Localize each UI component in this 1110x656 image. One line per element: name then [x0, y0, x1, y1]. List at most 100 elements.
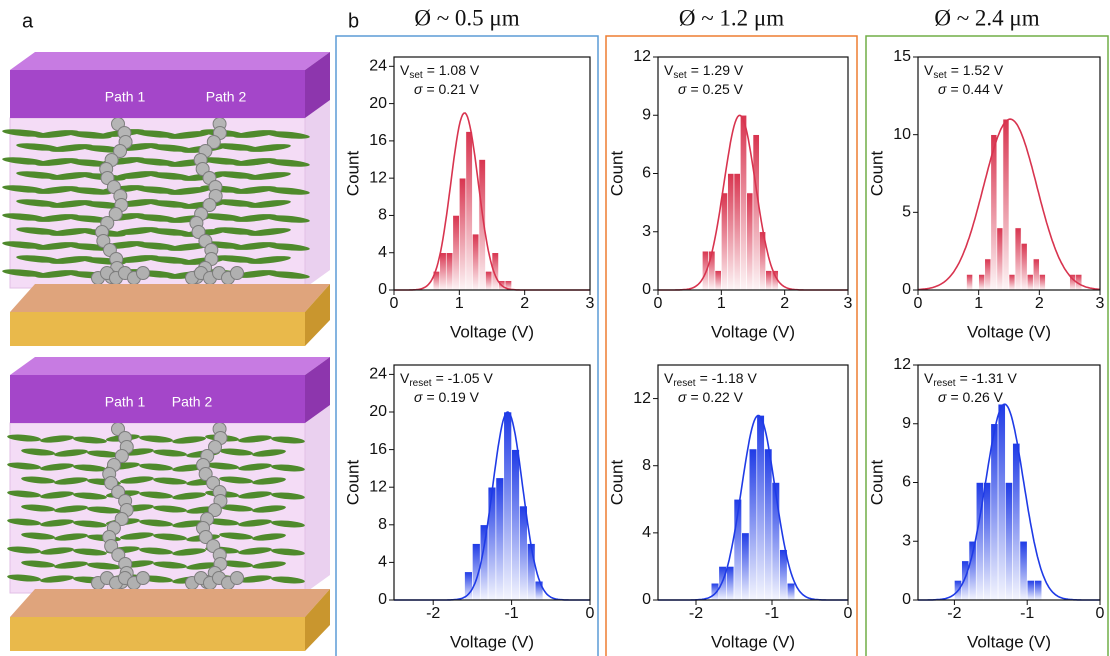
plot-frame: [393, 364, 591, 601]
plot-frame: [657, 364, 849, 601]
leaf: [233, 186, 277, 194]
nanoparticle: [136, 266, 150, 280]
bottom-electrode-front: [10, 312, 305, 346]
histogram-bar: [1020, 243, 1028, 291]
histogram-bar: [452, 215, 460, 291]
top-electrode-side: [305, 357, 330, 423]
histogram-bar: [961, 560, 970, 601]
histogram-bar: [748, 448, 758, 601]
x-tick-label: -2: [689, 605, 703, 622]
leaf: [233, 270, 277, 278]
histogram-bar: [752, 134, 760, 291]
x-axis-label: Voltage (V): [711, 632, 795, 651]
y-tick-label: 12: [893, 356, 911, 373]
bottom-electrode-side: [305, 284, 330, 346]
histogram-bar: [459, 177, 467, 291]
bottom-electrode-top: [10, 589, 330, 617]
sigma-text: = 0.19 V: [426, 389, 479, 405]
histogram-bar: [1039, 274, 1046, 291]
body-side: [305, 100, 330, 288]
leaf: [2, 269, 47, 277]
histogram-bar: [487, 486, 497, 601]
sigma-annotation: σ = 0.21 V: [414, 81, 480, 97]
histogram-bar: [996, 227, 1004, 291]
histogram-bar: [1019, 540, 1028, 601]
sigma-text: = 0.25 V: [690, 81, 743, 97]
leaf: [134, 214, 178, 222]
annotation-symbol: V: [400, 62, 410, 78]
top-electrode-side: [305, 52, 330, 118]
x-tick-label: 2: [1035, 295, 1044, 312]
annotation-symbol: V: [924, 62, 934, 78]
histogram-bar: [764, 448, 773, 601]
leaf: [153, 533, 187, 541]
leaf: [200, 157, 245, 165]
leaf: [238, 519, 272, 527]
gaussian-fit: [917, 118, 1101, 291]
leaf: [247, 228, 291, 236]
annotation-symbol: V: [664, 370, 674, 386]
leaf: [214, 255, 259, 263]
histogram-bar: [445, 252, 454, 291]
leaf: [219, 532, 254, 540]
nanoparticle: [202, 198, 217, 212]
histogram-bar: [726, 566, 735, 601]
annotation: Vset = 1.29 V: [664, 62, 744, 81]
leaf: [205, 462, 240, 470]
y-tick-label: 16: [369, 132, 387, 149]
y-axis-label: Count: [343, 151, 362, 197]
y-tick-label: 8: [642, 457, 651, 474]
leaf: [153, 477, 187, 485]
leaf: [115, 171, 159, 179]
path-label: Path 1: [105, 394, 146, 410]
histogram-bar: [503, 411, 512, 601]
leaf: [7, 434, 42, 442]
annotation: Vset = 1.52 V: [924, 62, 1004, 81]
y-axis-label: Count: [867, 151, 886, 197]
y-tick-label: 0: [642, 591, 651, 608]
y-tick-label: 4: [378, 554, 387, 571]
histogram-bar: [983, 482, 992, 601]
x-axis-label: Voltage (V): [450, 632, 534, 651]
sigma-symbol: σ: [414, 389, 423, 405]
leaf: [49, 172, 93, 180]
leaf: [7, 546, 42, 554]
histogram-bar: [786, 582, 796, 601]
leaf: [40, 575, 74, 583]
leaf: [270, 492, 305, 500]
gaussian-fit: [394, 112, 590, 291]
leaf: [49, 200, 93, 208]
y-tick-label: 15: [893, 48, 911, 65]
histogram-bar: [966, 274, 973, 291]
nanoparticle: [114, 512, 129, 526]
leaf: [21, 504, 56, 512]
leaf: [139, 463, 173, 471]
y-tick-label: 10: [893, 126, 911, 143]
leaf: [2, 241, 47, 249]
panel-label: b: [348, 10, 359, 32]
leaf: [67, 131, 112, 139]
y-tick-label: 20: [369, 403, 387, 420]
histogram-bar: [519, 505, 528, 601]
sigma-annotation: σ = 0.44 V: [938, 81, 1004, 97]
histogram-bar: [702, 250, 709, 291]
sigma-text: = 0.22 V: [690, 389, 743, 405]
leaf: [115, 227, 159, 235]
x-tick-label: 3: [1096, 295, 1105, 312]
leaf: [7, 462, 42, 470]
x-tick-label: 2: [780, 295, 789, 312]
y-tick-label: 20: [369, 95, 387, 112]
leaf: [2, 157, 47, 165]
histogram-bar: [721, 192, 728, 291]
histogram-bar: [1012, 443, 1021, 601]
histogram-bar: [1008, 274, 1016, 291]
leaf: [148, 144, 192, 152]
histogram-bar: [1026, 580, 1035, 601]
leaf: [16, 199, 61, 207]
y-tick-label: 12: [633, 48, 651, 65]
nanoparticle: [230, 571, 244, 585]
annotation: Vreset = -1.05 V: [400, 370, 493, 389]
leaf: [40, 519, 74, 527]
leaf: [172, 436, 207, 444]
histogram-bar: [472, 233, 480, 291]
